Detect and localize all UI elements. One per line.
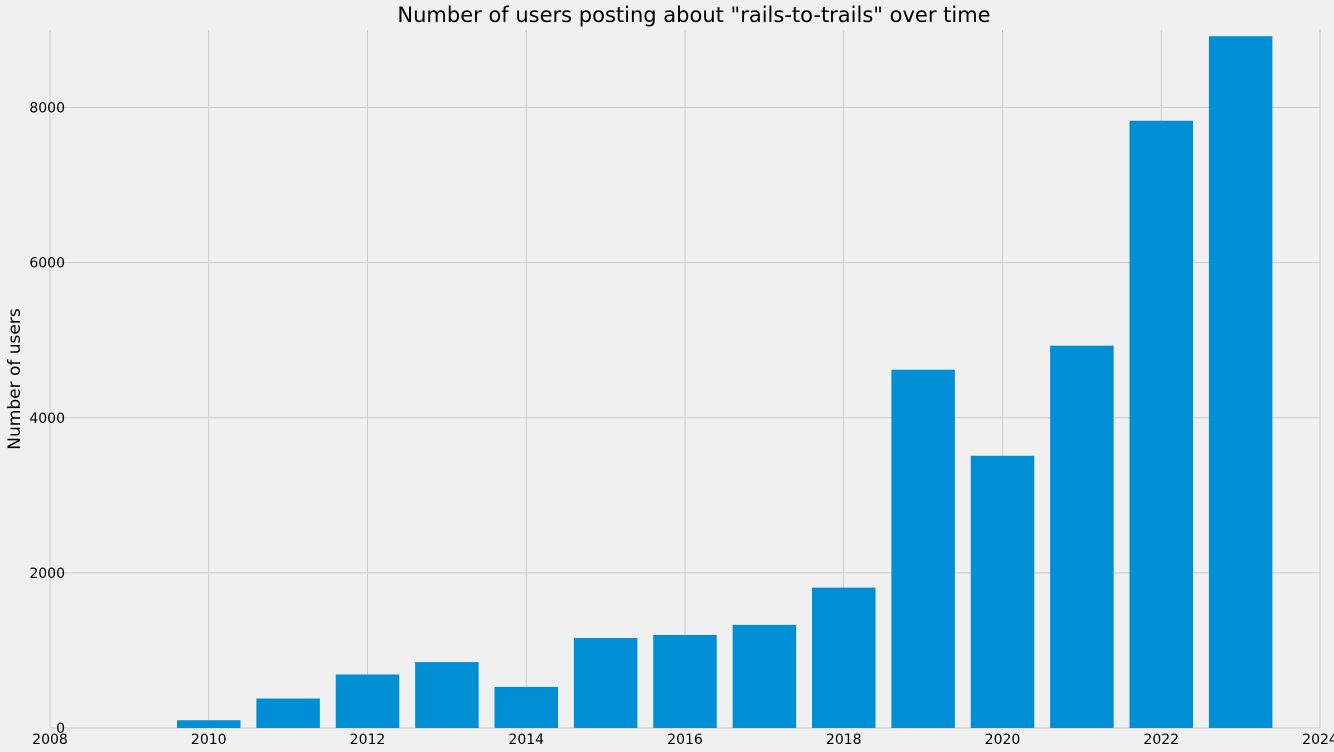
tick-labels: 2008 2010 2012 2014 2016 2018 2020 2022 2024 0 200… <box>29 101 1334 748</box>
bar-2018 <box>812 587 876 728</box>
bar-2012 <box>335 674 400 728</box>
x-tick-label-2014: 2014 <box>508 732 544 748</box>
bar-2010 <box>177 720 241 728</box>
y-tick-label-2000: 2000 <box>29 566 65 582</box>
bar-2021 <box>1050 345 1114 728</box>
x-tick-label-2020: 2020 <box>985 732 1021 748</box>
y-tick-label-8000: 8000 <box>29 101 65 117</box>
x-tick-label-2016: 2016 <box>667 732 703 748</box>
y-axis-label: Number of users <box>5 308 25 450</box>
x-tick-label-2012: 2012 <box>350 732 386 748</box>
x-tick-label-2010: 2010 <box>191 732 227 748</box>
bar-2023 <box>1208 36 1273 728</box>
x-tick-label-2022: 2022 <box>1143 732 1179 748</box>
bar-2014 <box>494 686 558 728</box>
bar-2016 <box>653 634 717 728</box>
chart-title: Number of users posting about "rails-to-… <box>397 3 990 27</box>
bar-2013 <box>415 662 479 728</box>
y-tick-label-0: 0 <box>56 721 65 737</box>
bar-2015 <box>573 638 638 728</box>
bar-2017 <box>732 624 797 728</box>
bar-2020 <box>970 455 1035 728</box>
bar-2019 <box>891 369 955 728</box>
x-tick-label-2024: 2024 <box>1302 732 1334 748</box>
y-tick-label-6000: 6000 <box>29 256 65 272</box>
x-tick-label-2008: 2008 <box>32 732 68 748</box>
bars <box>177 36 1273 729</box>
bar-2011 <box>256 698 320 728</box>
x-tick-label-2018: 2018 <box>826 732 862 748</box>
y-tick-label-4000: 4000 <box>29 411 65 427</box>
bar-2022 <box>1129 120 1193 729</box>
